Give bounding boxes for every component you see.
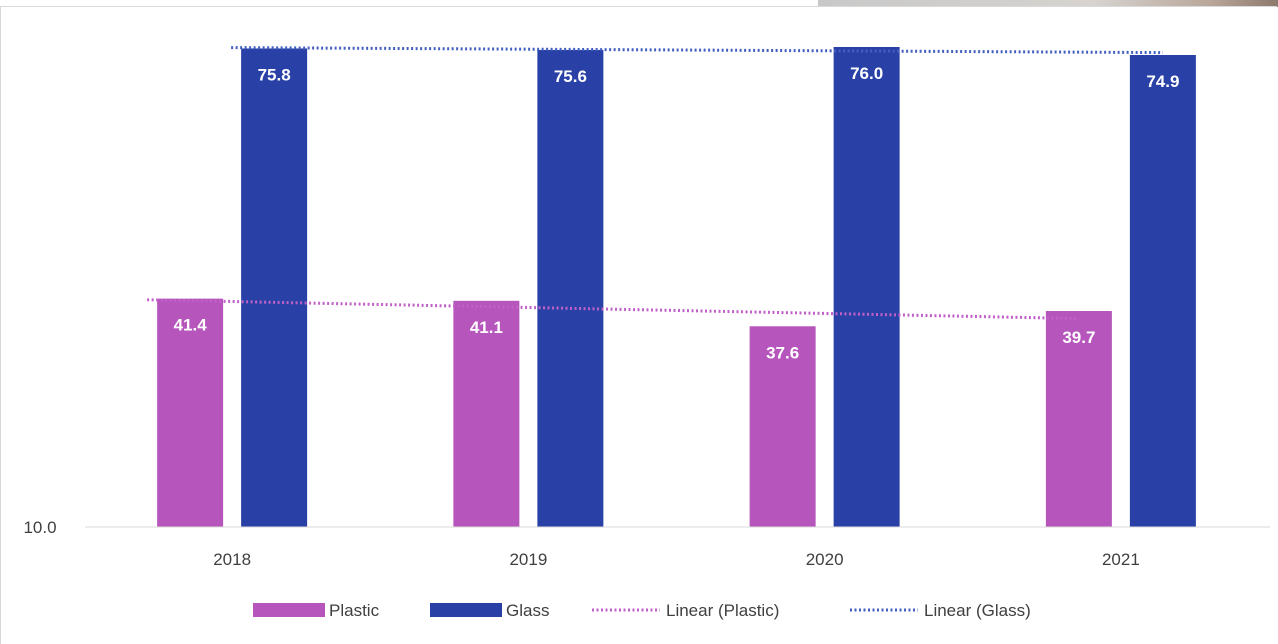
bar-glass-2019: [537, 49, 604, 528]
data-label-glass-2020: 76.0: [850, 64, 883, 83]
chart-frame: [0, 6, 1277, 644]
x-tick-label-2020: 2020: [806, 550, 844, 569]
legend-glass-label: Glass: [506, 601, 549, 620]
x-tick-label-2019: 2019: [509, 550, 547, 569]
trendline-glass: [231, 46, 1163, 55]
data-label-plastic-2020: 37.6: [766, 343, 799, 362]
data-label-glass-2018: 75.8: [258, 65, 291, 84]
x-tick-label-2018: 2018: [213, 550, 251, 569]
legend-plastic-label: Plastic: [329, 601, 380, 620]
data-label-plastic-2021: 39.7: [1062, 328, 1095, 347]
corner-photo-fragment: [818, 0, 1278, 7]
data-label-plastic-2018: 41.4: [174, 316, 208, 335]
bar-plastic-2021: [1045, 311, 1112, 527]
bar-glass-2020: [833, 47, 900, 527]
data-label-glass-2021: 74.9: [1146, 72, 1179, 91]
bar-glass-2021: [1129, 55, 1196, 527]
legend-plastic-swatch: [253, 603, 325, 617]
legend-linear-glass-label: Linear (Glass): [924, 601, 1031, 620]
bar-plastic-2020: [749, 326, 816, 527]
y-tick-label: 10.0: [23, 518, 56, 537]
bar-plastic-2018: [157, 298, 224, 527]
legend-glass-swatch: [430, 603, 502, 617]
legend-linear-plastic-label: Linear (Plastic): [666, 601, 779, 620]
data-label-glass-2019: 75.6: [554, 67, 587, 86]
x-tick-label-2021: 2021: [1102, 550, 1140, 569]
bar-plastic-2019: [453, 300, 520, 527]
bar-glass-2018: [241, 48, 308, 528]
data-label-plastic-2019: 41.1: [470, 318, 503, 337]
